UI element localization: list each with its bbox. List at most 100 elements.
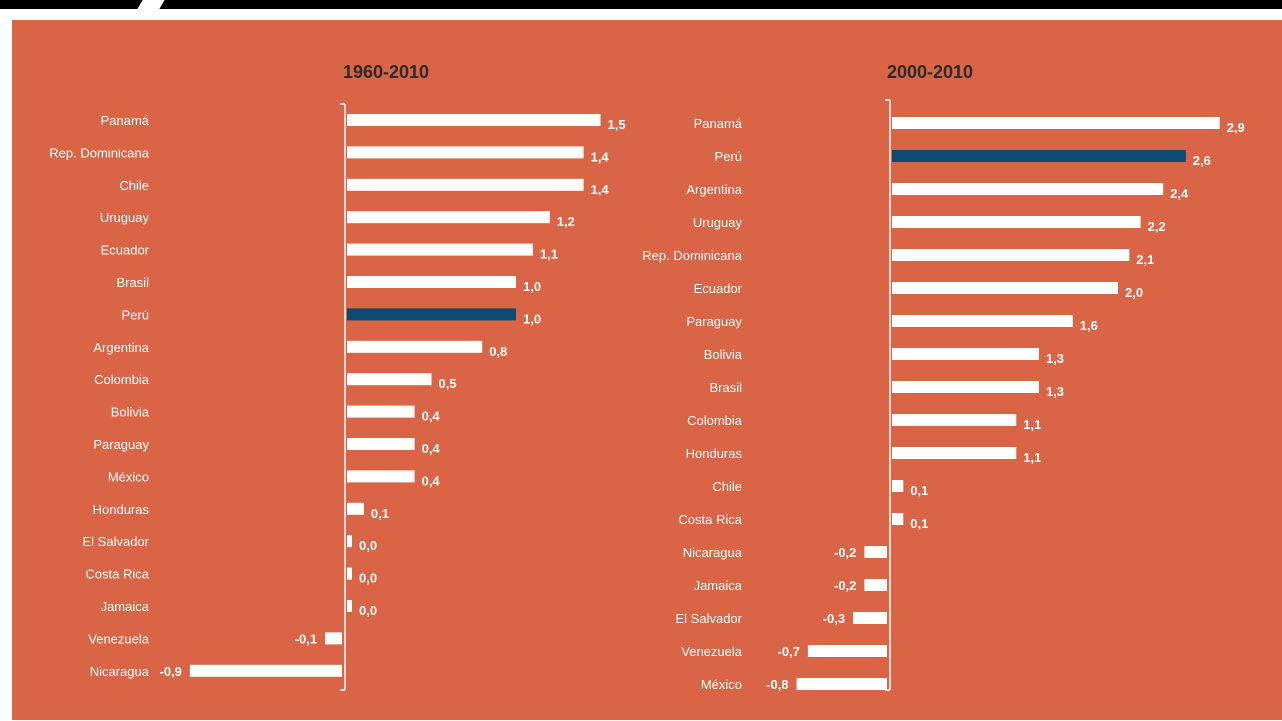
value-label: 1,6 xyxy=(1080,318,1098,333)
bar xyxy=(347,178,584,191)
value-label: -0,1 xyxy=(295,631,317,646)
value-label: -0,2 xyxy=(834,578,856,593)
value-label: 1,2 xyxy=(557,214,575,229)
bar-highlight xyxy=(892,150,1186,162)
category-label: Brasil xyxy=(116,275,149,290)
value-label: 0,1 xyxy=(910,516,928,531)
bar xyxy=(347,470,415,483)
category-label: Chile xyxy=(119,178,149,193)
category-label: Honduras xyxy=(93,502,150,517)
value-label: 0,1 xyxy=(371,506,389,521)
bar xyxy=(347,276,516,288)
chart-body: Panamá 1,5 Rep. Dominicana 1,4 Chile 1,4 Urugu… xyxy=(49,103,626,691)
category-label: México xyxy=(701,677,742,692)
category-label: Panamá xyxy=(694,116,743,131)
bar xyxy=(807,645,887,657)
bar xyxy=(892,480,904,492)
bar xyxy=(892,117,1220,129)
value-label: 1,5 xyxy=(608,117,626,132)
category-label: Venezuela xyxy=(681,644,742,659)
category-label: Paraguay xyxy=(686,314,742,329)
value-label: 2,2 xyxy=(1148,219,1166,234)
bar-highlight xyxy=(347,308,516,321)
category-label: México xyxy=(108,469,149,484)
chart-body: Panamá 2,9 Perú 2,6 Argentina 2,4 Uruguay 2,2 Re… xyxy=(642,99,1245,692)
bar xyxy=(347,502,364,515)
category-label: Uruguay xyxy=(100,210,150,225)
bar xyxy=(347,405,415,418)
bar xyxy=(892,315,1073,327)
bar xyxy=(325,632,342,645)
value-label: 0,5 xyxy=(439,376,457,391)
category-label: Jamaica xyxy=(101,599,150,614)
category-label: Costa Rica xyxy=(678,512,742,527)
category-label: Bolivia xyxy=(704,347,743,362)
category-label: Colombia xyxy=(687,413,743,428)
category-label: Uruguay xyxy=(693,215,743,230)
value-label: 0,4 xyxy=(422,441,441,456)
value-label: 2,6 xyxy=(1193,153,1211,168)
value-label: -0,3 xyxy=(823,611,845,626)
value-label: 2,1 xyxy=(1136,252,1154,267)
bar xyxy=(347,373,432,386)
category-label: Rep. Dominicana xyxy=(49,145,149,160)
category-label: Costa Rica xyxy=(85,567,149,582)
category-label: Jamaica xyxy=(694,578,743,593)
value-label: 0,4 xyxy=(422,409,441,424)
category-label: Nicaragua xyxy=(90,664,150,679)
chart-1960-2010: 1960-2010 Panamá 1,5 Rep. Dominicana 1,4 Chi… xyxy=(49,62,626,691)
value-label: 1,4 xyxy=(591,182,610,197)
bar xyxy=(347,567,352,580)
bar xyxy=(892,513,904,525)
bar xyxy=(892,414,1017,426)
charts-svg: 1960-2010 Panamá 1,5 Rep. Dominicana 1,4 Chi… xyxy=(12,20,1282,720)
category-label: Nicaragua xyxy=(683,545,743,560)
category-label: Bolivia xyxy=(111,405,150,420)
bar xyxy=(864,546,887,558)
category-label: El Salvador xyxy=(676,611,743,626)
value-label: -0,2 xyxy=(834,545,856,560)
category-label: Chile xyxy=(712,479,742,494)
chart-2000-2010: 2000-2010 Panamá 2,9 Perú 2,6 Argentina 2,4 Ur… xyxy=(642,62,1244,692)
value-label: 2,9 xyxy=(1227,120,1245,135)
value-label: 1,1 xyxy=(1023,417,1041,432)
value-label: 0,4 xyxy=(422,473,441,488)
chart-title: 2000-2010 xyxy=(887,62,973,82)
bar xyxy=(347,211,550,224)
bar xyxy=(347,114,601,126)
value-label: 1,4 xyxy=(591,149,610,164)
category-label: Paraguay xyxy=(93,437,149,452)
category-label: Honduras xyxy=(686,446,743,461)
category-label: Brasil xyxy=(709,380,742,395)
bar xyxy=(347,438,415,450)
value-label: 0,0 xyxy=(359,538,377,553)
category-label: Colombia xyxy=(94,372,150,387)
category-label: Perú xyxy=(122,307,149,322)
bar xyxy=(853,612,887,624)
value-label: 1,3 xyxy=(1046,351,1064,366)
bar xyxy=(189,664,342,677)
bar xyxy=(892,216,1141,228)
value-label: 1,0 xyxy=(523,279,541,294)
bar xyxy=(892,183,1164,195)
bar xyxy=(347,340,483,353)
category-label: Argentina xyxy=(686,182,742,197)
value-label: 2,0 xyxy=(1125,285,1143,300)
value-label: 1,0 xyxy=(523,311,541,326)
value-label: -0,7 xyxy=(777,644,799,659)
banner-notch xyxy=(137,0,165,9)
bar xyxy=(892,282,1118,294)
category-label: Rep. Dominicana xyxy=(642,248,742,263)
chart-panel: 1960-2010 Panamá 1,5 Rep. Dominicana 1,4 Chi… xyxy=(12,20,1282,720)
category-label: Ecuador xyxy=(101,243,150,258)
value-label: 0,0 xyxy=(359,571,377,586)
value-label: 1,1 xyxy=(1023,450,1041,465)
bar xyxy=(864,579,887,591)
category-label: Ecuador xyxy=(694,281,743,296)
bar xyxy=(892,447,1017,459)
top-banner-bar xyxy=(0,0,1282,9)
value-label: -0,8 xyxy=(766,677,788,692)
value-label: 0,1 xyxy=(910,483,928,498)
bar xyxy=(796,678,887,690)
category-label: El Salvador xyxy=(83,534,150,549)
